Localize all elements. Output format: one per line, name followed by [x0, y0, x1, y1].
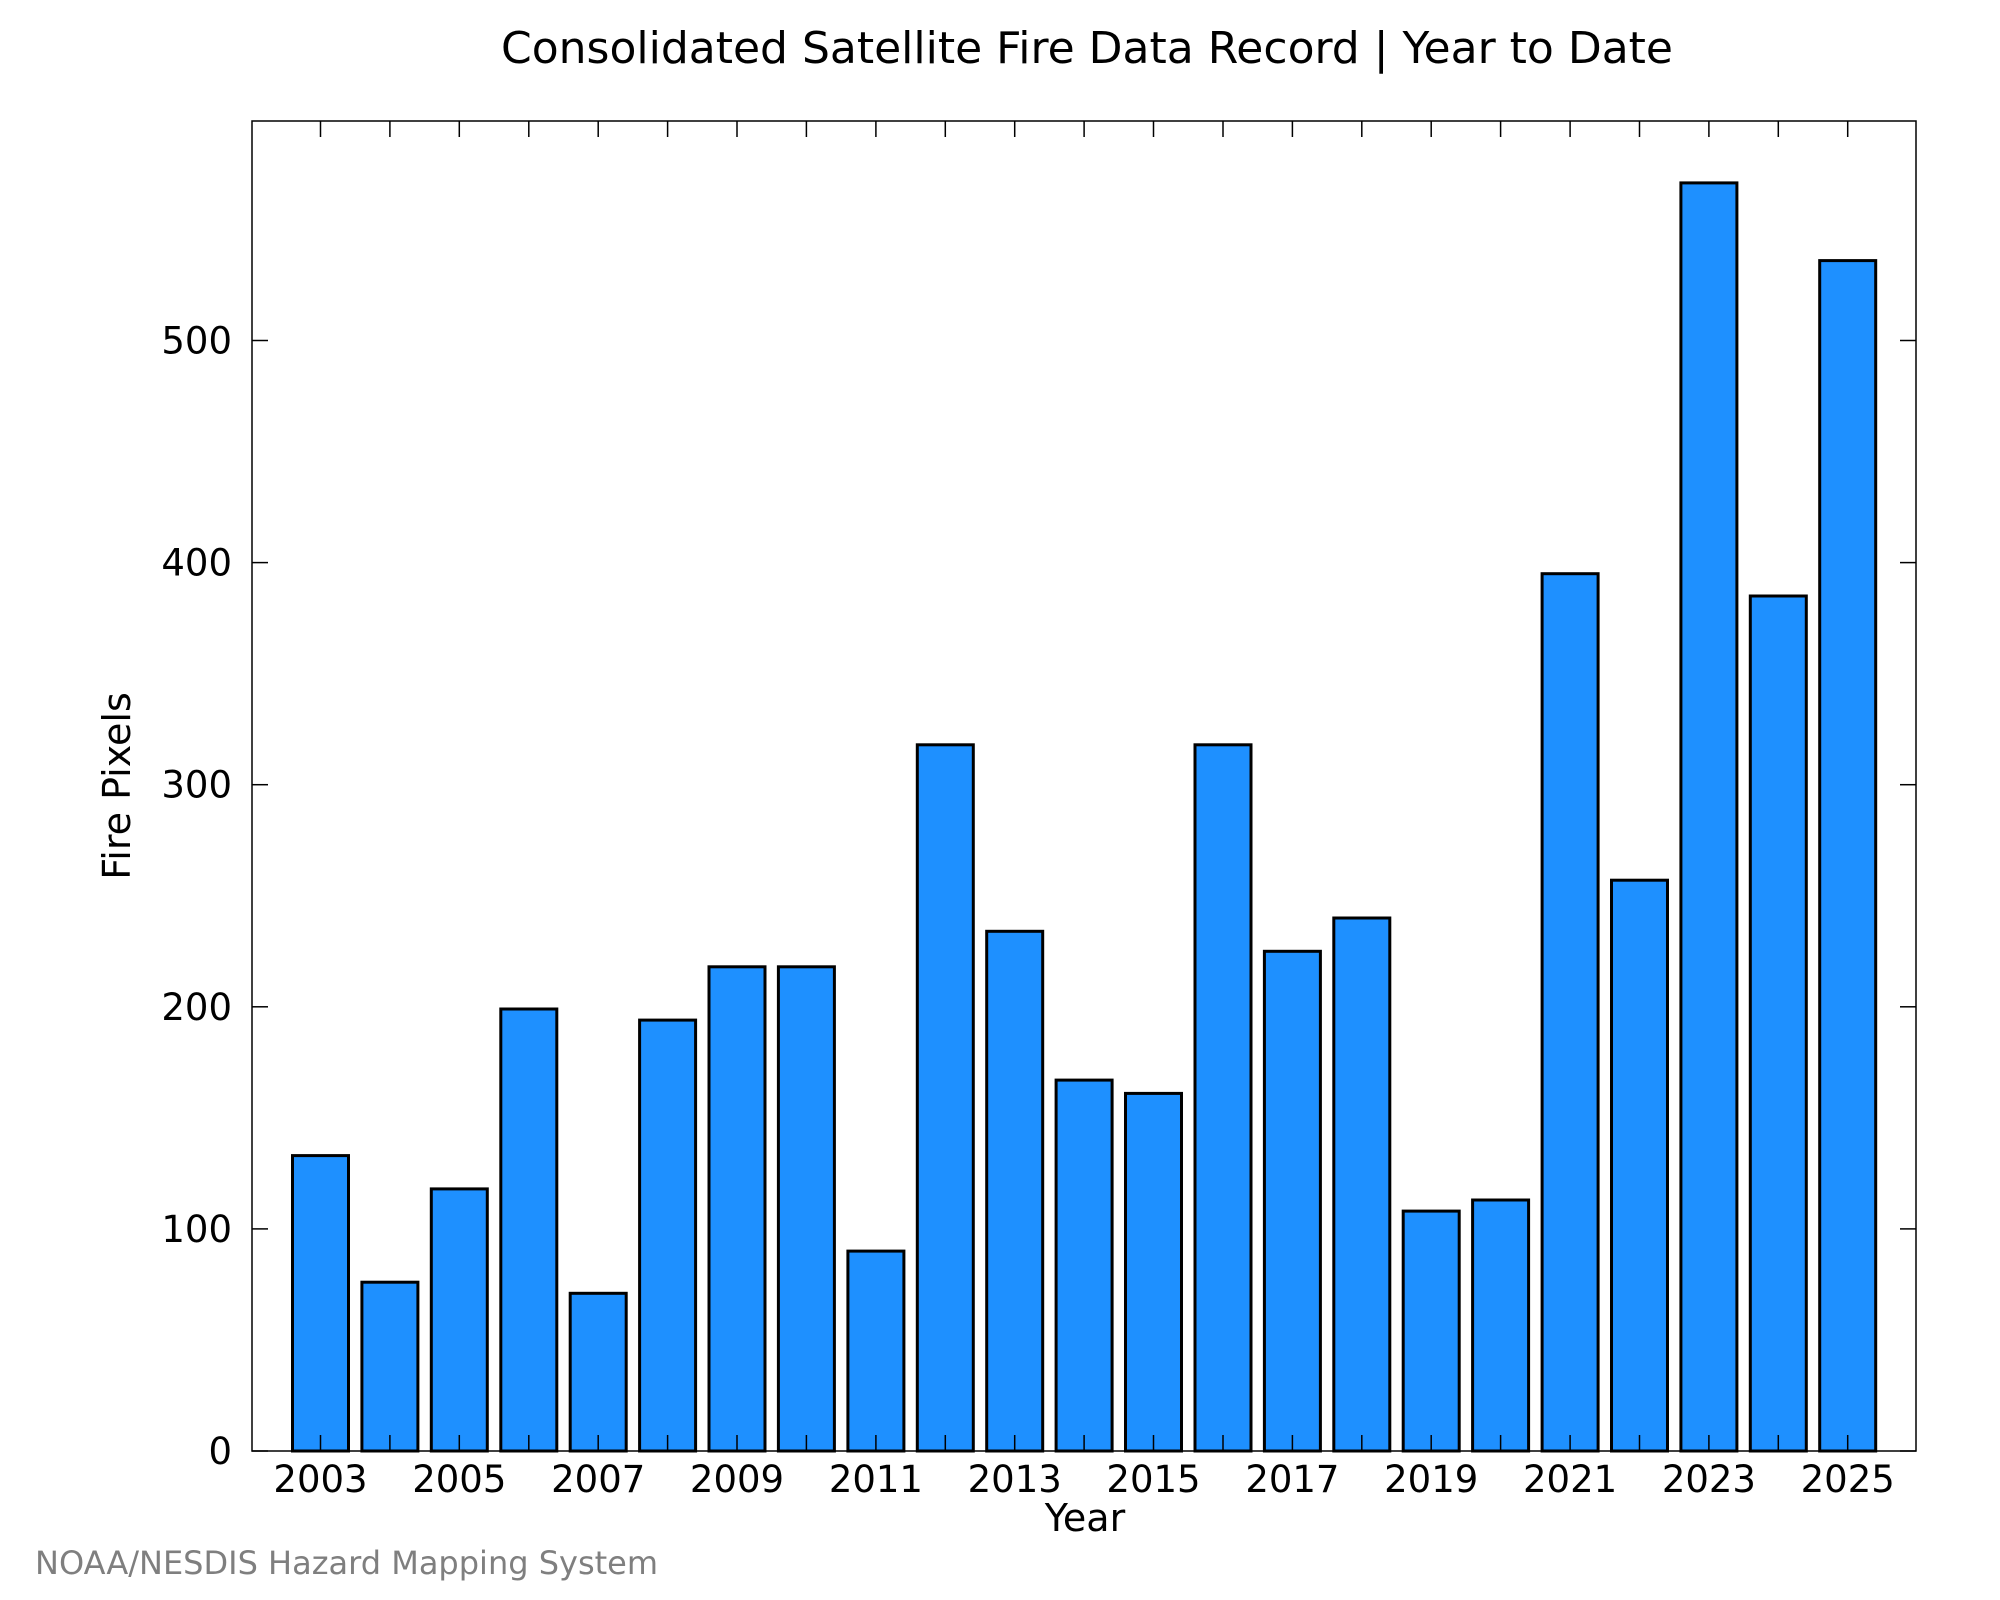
x-axis-label: Year: [1044, 1496, 1126, 1540]
bar-2007: [568, 1291, 628, 1453]
bars-group: [291, 181, 1878, 1453]
bar-2020: [1471, 1198, 1531, 1453]
bar-2009: [707, 965, 767, 1453]
bar-2011: [846, 1249, 906, 1453]
y-tick-label-300: 300: [161, 764, 232, 807]
y-axis: 0 100 200 300 400 500: [161, 320, 1916, 1473]
x-tick-label-2017: 2017: [1245, 1458, 1339, 1501]
bar-2018: [1332, 916, 1392, 1453]
x-tick-label-2015: 2015: [1106, 1458, 1200, 1501]
y-tick-label-0: 0: [208, 1430, 232, 1473]
bar-2025: [1818, 259, 1878, 1453]
y-axis-label: Fire Pixels: [95, 692, 139, 880]
x-tick-label-2013: 2013: [968, 1458, 1062, 1501]
x-tick-label-2011: 2011: [829, 1458, 923, 1501]
x-tick-label-2023: 2023: [1662, 1458, 1756, 1501]
bar-2004: [360, 1280, 420, 1453]
bar-2010: [776, 965, 836, 1453]
y-tick-label-200: 200: [161, 986, 232, 1029]
y-tick-label-400: 400: [161, 542, 232, 585]
bar-2022: [1610, 878, 1669, 1453]
credit-text: NOAA/NESDIS Hazard Mapping System: [35, 1544, 658, 1582]
y-tick-label-100: 100: [161, 1208, 232, 1251]
bar-2003: [291, 1154, 350, 1453]
x-tick-label-2009: 2009: [690, 1458, 784, 1501]
x-tick-label-2007: 2007: [551, 1458, 645, 1501]
x-tick-label-2025: 2025: [1801, 1458, 1895, 1501]
bar-2017: [1262, 949, 1322, 1453]
bar-2016: [1193, 743, 1253, 1453]
y-tick-label-500: 500: [161, 320, 232, 363]
bar-2021: [1540, 572, 1600, 1453]
bar-2024: [1748, 594, 1808, 1453]
bar-2023: [1679, 181, 1739, 1453]
bar-2019: [1401, 1209, 1461, 1453]
x-tick-label-2019: 2019: [1384, 1458, 1478, 1501]
bar-2014: [1054, 1078, 1114, 1453]
bar-2006: [499, 1007, 559, 1453]
x-tick-label-2003: 2003: [273, 1458, 367, 1501]
bar-2015: [1124, 1091, 1183, 1453]
bar-2013: [985, 929, 1045, 1453]
x-tick-label-2021: 2021: [1523, 1458, 1617, 1501]
x-tick-label-2005: 2005: [412, 1458, 506, 1501]
chart-title: Consolidated Satellite Fire Data Record …: [501, 23, 1673, 74]
x-axis: 2003 2005 2007 2009 2011 2013 2015 2017 2019 2021…: [273, 121, 1895, 1501]
bar-2008: [638, 1018, 698, 1453]
bar-2005: [429, 1187, 489, 1453]
bar-2012: [915, 743, 975, 1453]
